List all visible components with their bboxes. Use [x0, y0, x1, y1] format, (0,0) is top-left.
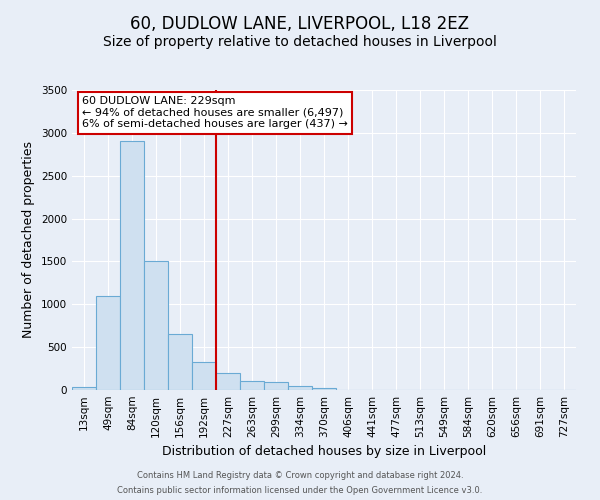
Y-axis label: Number of detached properties: Number of detached properties	[22, 142, 35, 338]
Bar	[144, 262, 168, 390]
Text: 60, DUDLOW LANE, LIVERPOOL, L18 2EZ: 60, DUDLOW LANE, LIVERPOOL, L18 2EZ	[131, 15, 470, 33]
Text: Size of property relative to detached houses in Liverpool: Size of property relative to detached ho…	[103, 35, 497, 49]
Text: Contains public sector information licensed under the Open Government Licence v3: Contains public sector information licen…	[118, 486, 482, 495]
Bar	[96, 296, 120, 390]
X-axis label: Distribution of detached houses by size in Liverpool: Distribution of detached houses by size …	[162, 446, 486, 458]
Bar	[288, 386, 312, 390]
Bar	[216, 373, 240, 390]
Bar	[72, 386, 96, 390]
Bar	[312, 388, 336, 390]
Bar	[120, 142, 144, 390]
Bar	[264, 382, 288, 390]
Text: Contains HM Land Registry data © Crown copyright and database right 2024.: Contains HM Land Registry data © Crown c…	[137, 471, 463, 480]
Bar	[192, 362, 216, 390]
Bar	[168, 334, 192, 390]
Text: 60 DUDLOW LANE: 229sqm
← 94% of detached houses are smaller (6,497)
6% of semi-d: 60 DUDLOW LANE: 229sqm ← 94% of detached…	[82, 96, 348, 129]
Bar	[240, 380, 264, 390]
